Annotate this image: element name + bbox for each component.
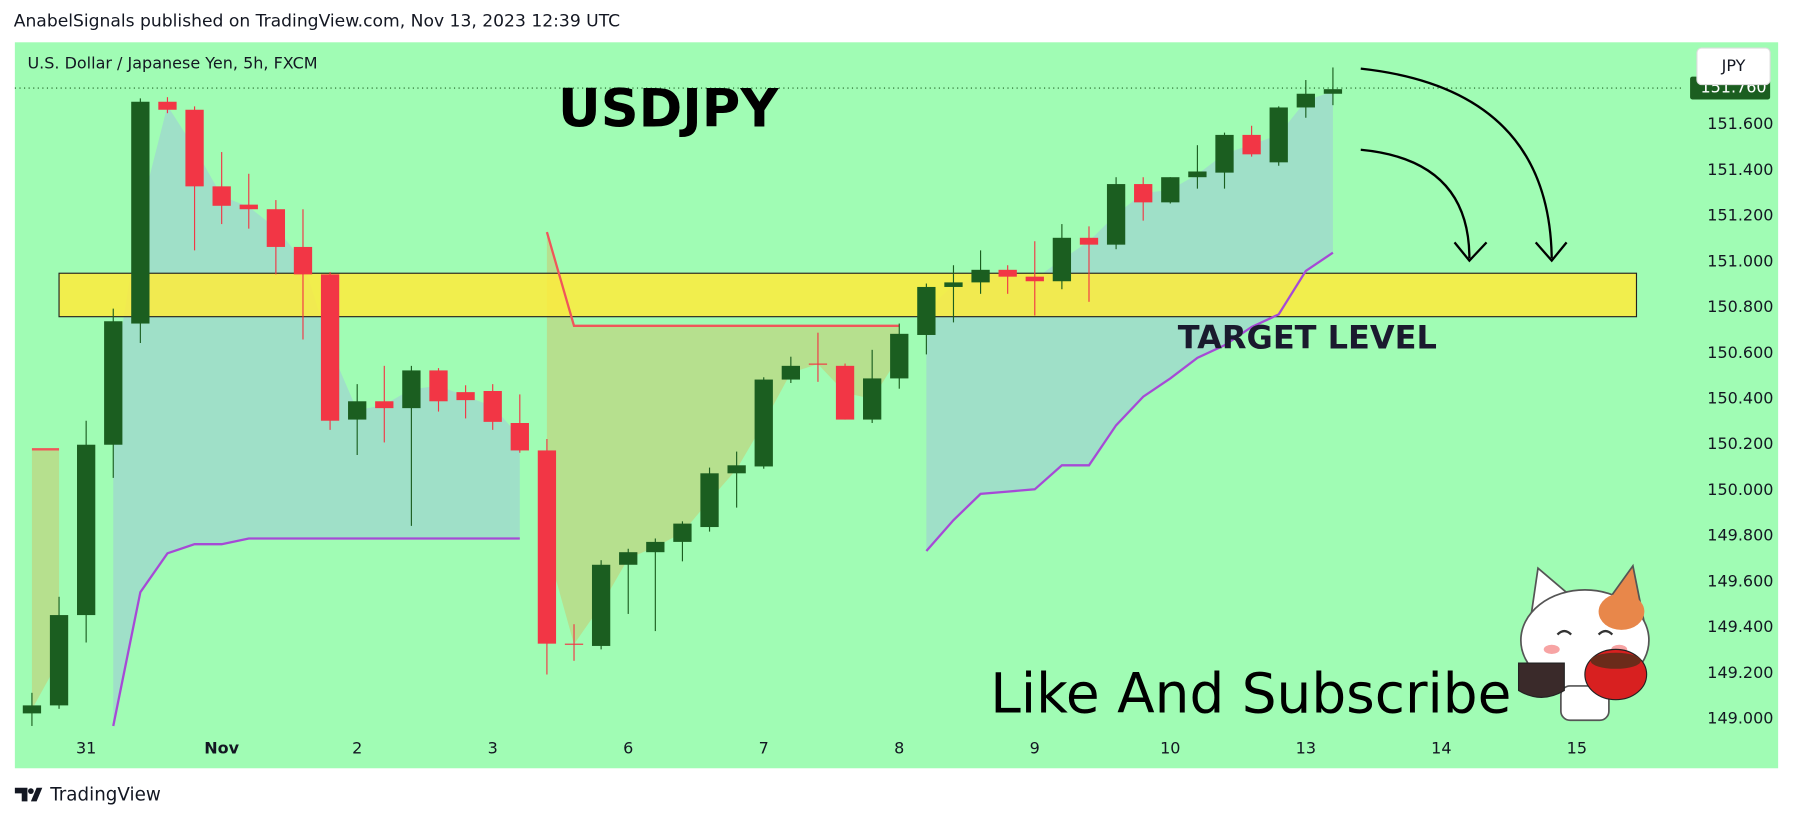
cat-sticker — [1517, 563, 1650, 722]
candle-body — [863, 378, 882, 420]
supertrend-line — [112, 537, 520, 727]
y-tick-label: 151.200 — [1707, 206, 1773, 225]
supertrend-line — [925, 251, 1334, 552]
y-tick-label: 149.600 — [1707, 571, 1773, 590]
x-tick-label: 7 — [759, 738, 769, 757]
x-tick-label: 6 — [623, 738, 633, 757]
candle-body — [22, 705, 42, 714]
candle-body — [293, 246, 313, 275]
brand-name: TradingView — [49, 785, 161, 806]
symbol-line: U.S. Dollar / Japanese Yen, 5h, FXCM — [27, 54, 317, 73]
call-to-action: Like And Subscribe — [990, 662, 1511, 726]
candle-body — [1269, 107, 1288, 163]
candle-body — [1188, 171, 1207, 178]
candle-body — [158, 101, 177, 110]
candle-body — [429, 370, 448, 402]
y-tick-label: 150.000 — [1707, 480, 1773, 499]
y-tick-label: 150.400 — [1707, 388, 1773, 407]
y-tick-label: 150.800 — [1707, 297, 1773, 316]
candle-body — [646, 541, 665, 553]
x-tick-label: 15 — [1567, 738, 1587, 757]
candle-body — [564, 643, 584, 645]
trend-fill — [546, 232, 900, 645]
candle-body — [1296, 93, 1315, 108]
candle-body — [619, 552, 638, 565]
x-tick-label: 31 — [76, 738, 96, 757]
candle-body — [727, 465, 746, 474]
y-tick-label: 149.200 — [1707, 663, 1773, 682]
candle-body — [998, 269, 1017, 277]
candle-body — [917, 286, 936, 335]
candle-body — [808, 363, 828, 365]
candle-body — [890, 333, 909, 379]
arrows — [1360, 67, 1568, 263]
trend-fill — [113, 105, 520, 726]
x-tick-label: 9 — [1030, 738, 1040, 757]
candle-body — [673, 523, 692, 542]
currency-button[interactable] — [1696, 47, 1771, 86]
candle-body — [131, 101, 150, 324]
candle-body — [754, 379, 773, 467]
arrow — [1360, 67, 1553, 259]
candle-body — [1161, 177, 1180, 203]
x-tick-label: 8 — [894, 738, 904, 757]
y-tick-label: 151.000 — [1707, 251, 1773, 270]
candle-body — [1215, 134, 1234, 173]
candle-body — [971, 269, 990, 283]
candle-body — [1079, 237, 1099, 245]
x-tick-label: Nov — [204, 738, 239, 757]
candle-body — [944, 282, 963, 287]
brand-logo — [14, 787, 43, 802]
arrow — [1360, 148, 1471, 259]
x-tick-label: 10 — [1160, 738, 1180, 757]
candle-body — [483, 390, 502, 422]
candle-body — [77, 444, 96, 616]
trend-fill — [926, 91, 1333, 552]
y-tick-label: 151.600 — [1707, 114, 1773, 133]
x-tick-label: 3 — [488, 738, 498, 757]
candle-body — [1025, 276, 1044, 282]
candle-body — [1134, 184, 1153, 203]
supertrend-line — [545, 231, 900, 327]
y-tick-label: 150.200 — [1707, 434, 1773, 453]
candle-body — [700, 473, 719, 528]
candle-body — [1052, 237, 1072, 282]
candle-body — [212, 186, 231, 206]
zone-label: TARGET LEVEL — [1178, 319, 1437, 357]
publish-line: AnabelSignals published on TradingView.c… — [14, 12, 620, 32]
candle-body — [1106, 184, 1126, 245]
y-tick-label: 149.400 — [1707, 617, 1773, 636]
candle-body — [320, 274, 340, 421]
candle-body — [1323, 89, 1343, 94]
candle-body — [456, 392, 475, 401]
candle-body — [348, 401, 367, 420]
candle-body — [1242, 134, 1261, 155]
y-tick-label: 149.800 — [1707, 526, 1773, 545]
candle-body — [835, 365, 855, 420]
candle-body — [375, 401, 394, 409]
target-zone — [58, 272, 1638, 318]
candle-body — [781, 365, 800, 380]
arrow-head — [1453, 241, 1488, 263]
y-tick-label: 151.400 — [1707, 160, 1773, 179]
candle-body — [266, 209, 286, 247]
candle-body — [49, 615, 69, 706]
y-tick-label: 149.000 — [1707, 709, 1773, 728]
candle-body — [510, 423, 529, 451]
x-tick-label: 2 — [352, 738, 362, 757]
chart-title: USDJPY — [558, 79, 779, 140]
currency-button-label[interactable]: JPY — [1721, 56, 1746, 75]
candle-body — [537, 450, 557, 644]
x-tick-label: 13 — [1296, 738, 1316, 757]
candle-body — [239, 204, 258, 210]
candle-body — [185, 109, 204, 187]
x-tick-label: 14 — [1431, 738, 1451, 757]
candle-body — [591, 564, 611, 646]
candle-body — [402, 370, 421, 409]
arrow-head — [1534, 241, 1568, 263]
candle-body — [104, 321, 123, 445]
y-tick-label: 150.600 — [1707, 343, 1773, 362]
